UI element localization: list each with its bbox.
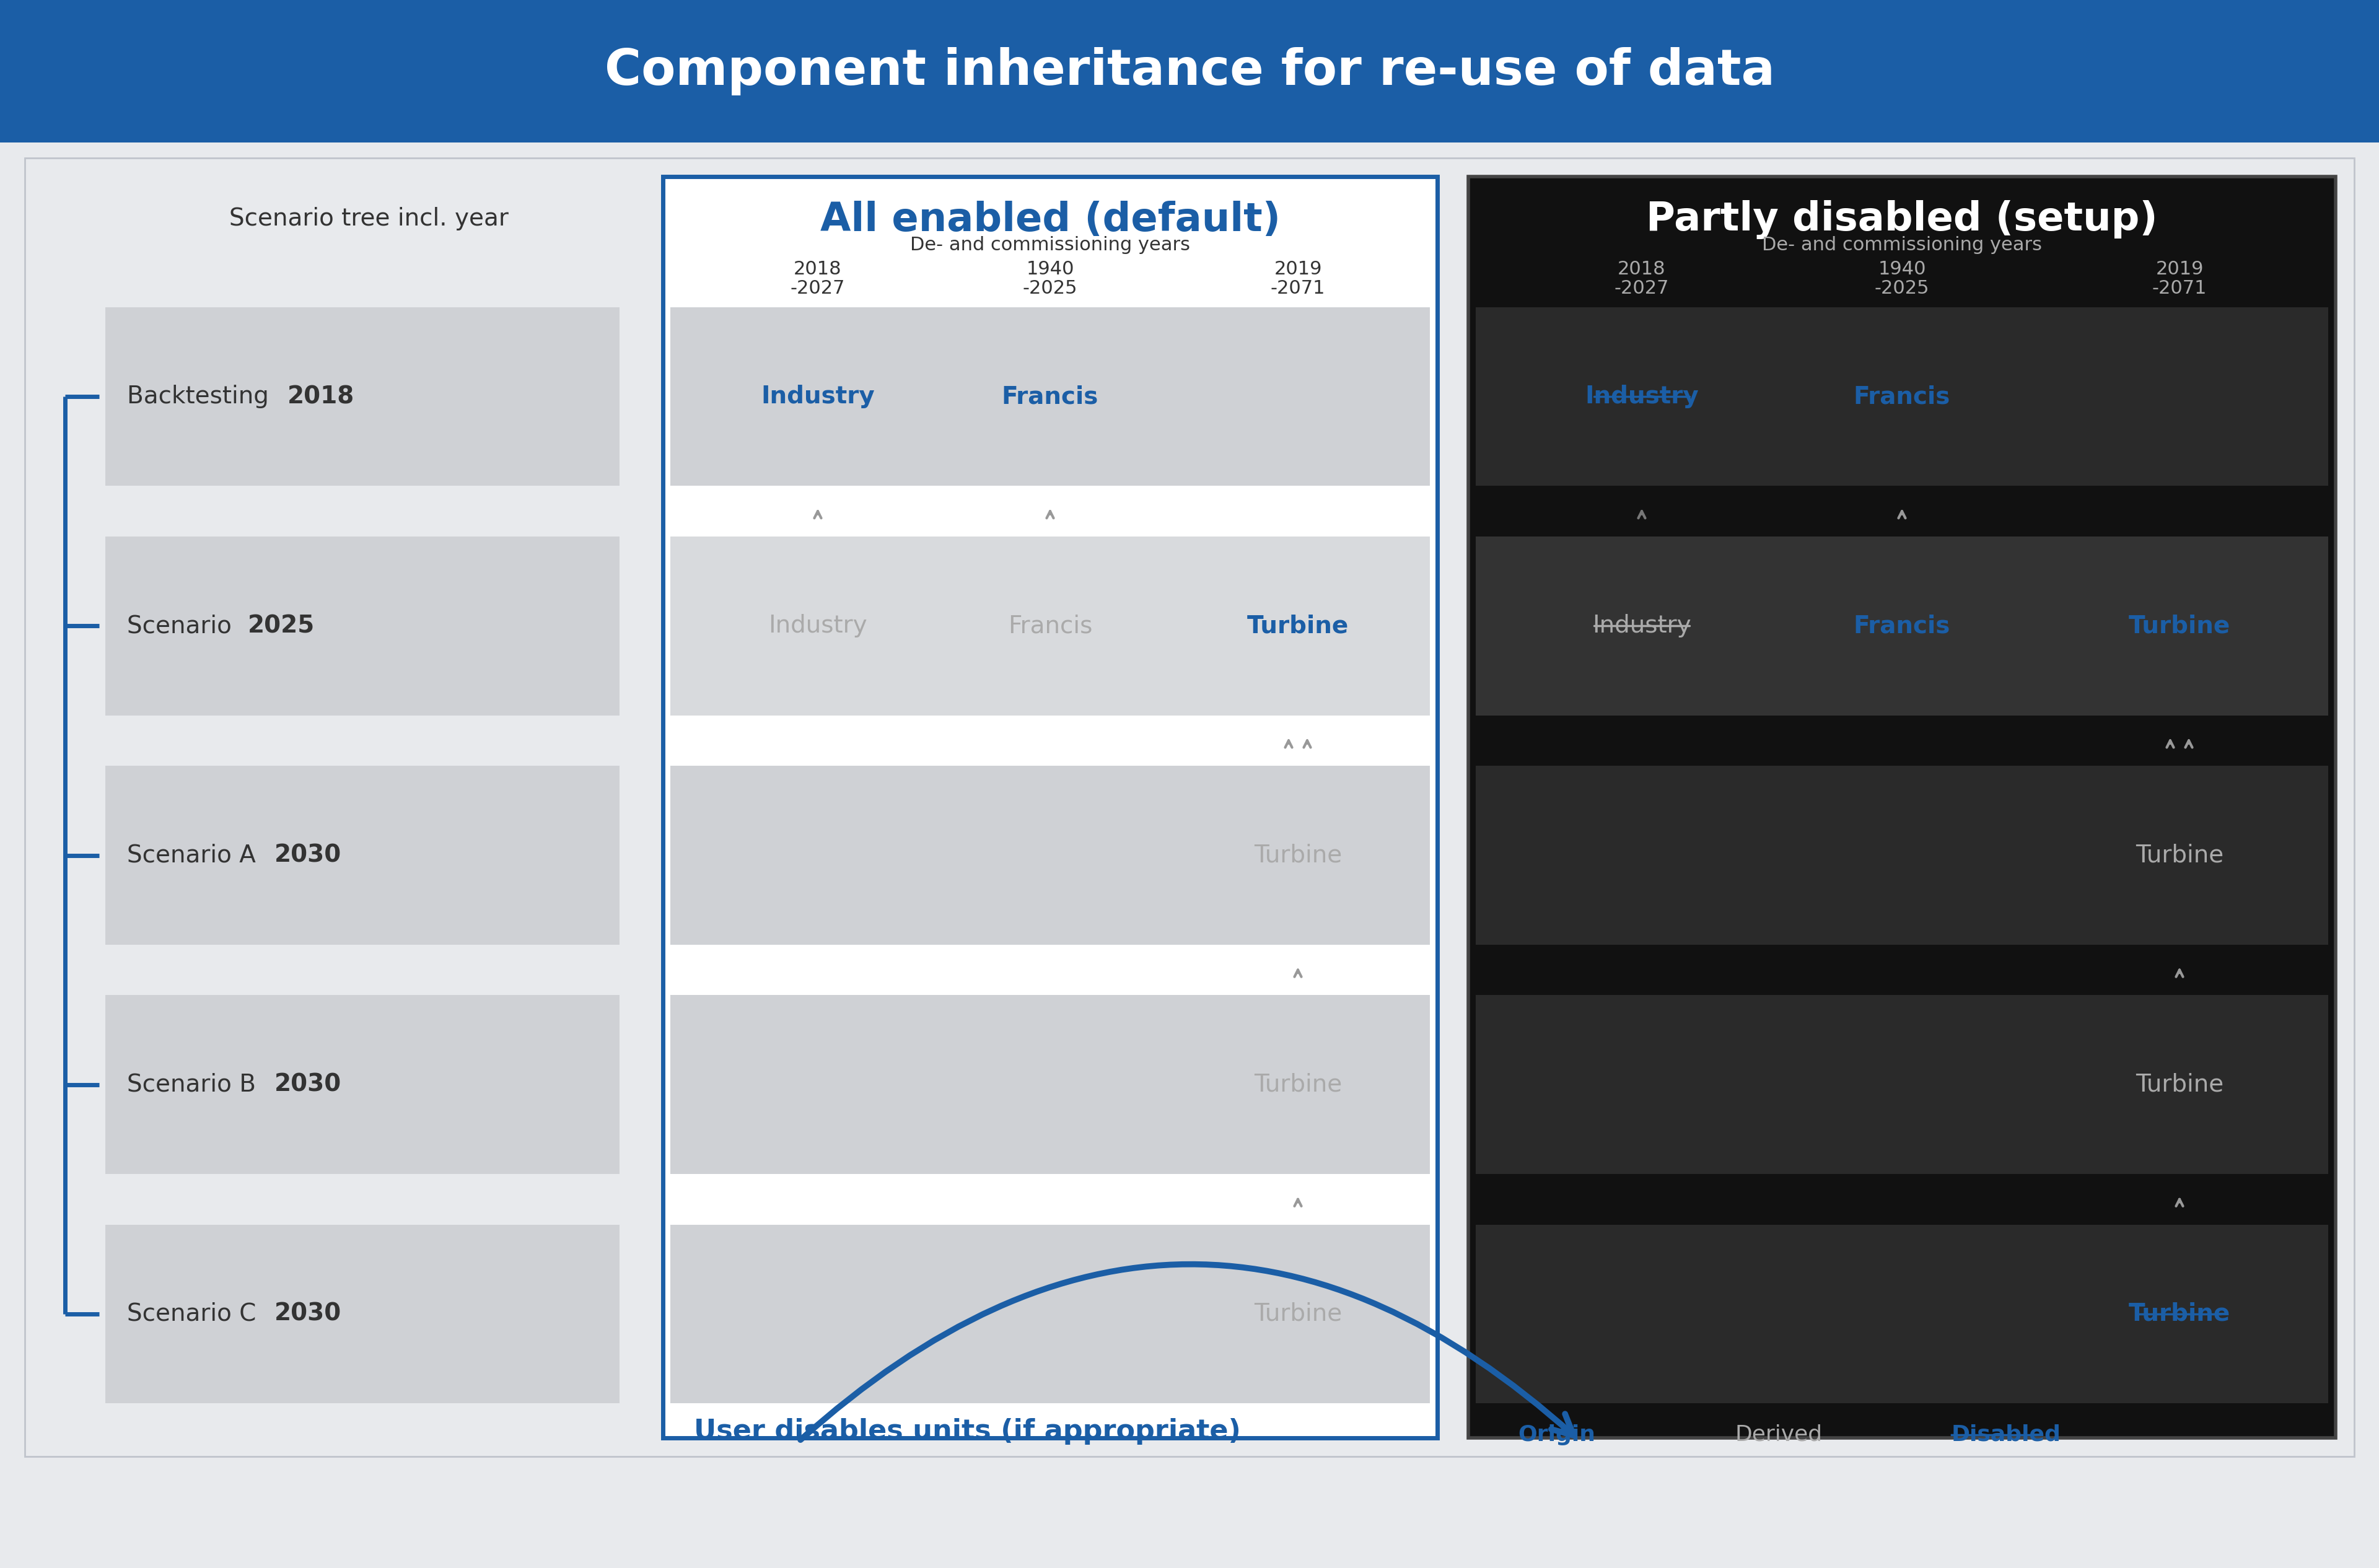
Bar xyxy=(671,307,1430,486)
Bar xyxy=(24,158,2355,1457)
Text: Industry: Industry xyxy=(761,384,875,408)
Text: 2019
-2071: 2019 -2071 xyxy=(1270,260,1325,298)
Text: Turbine: Turbine xyxy=(2129,1301,2232,1325)
Bar xyxy=(671,765,1430,944)
Text: Partly disabled (setup): Partly disabled (setup) xyxy=(1646,201,2158,240)
Text: 2030: 2030 xyxy=(274,1073,340,1096)
Text: Component inheritance for re-use of data: Component inheritance for re-use of data xyxy=(604,47,1775,96)
Text: 2030: 2030 xyxy=(274,844,340,867)
Bar xyxy=(664,177,1437,1438)
Bar xyxy=(1475,536,2329,715)
Bar xyxy=(1468,177,2336,1438)
Bar xyxy=(671,996,1430,1174)
Text: Turbine: Turbine xyxy=(2136,1073,2224,1096)
Text: De- and commissioning years: De- and commissioning years xyxy=(911,235,1190,254)
Text: 1940
-2025: 1940 -2025 xyxy=(1023,260,1078,298)
Text: Turbine: Turbine xyxy=(1254,1301,1342,1325)
Text: Derived: Derived xyxy=(1734,1424,1822,1446)
Bar xyxy=(105,996,619,1174)
Text: Industry: Industry xyxy=(1584,384,1699,408)
Text: Turbine: Turbine xyxy=(1254,844,1342,867)
Text: Turbine: Turbine xyxy=(2136,844,2224,867)
Text: Turbine: Turbine xyxy=(2129,615,2232,638)
Text: Scenario B: Scenario B xyxy=(126,1073,264,1096)
Text: Scenario C: Scenario C xyxy=(126,1301,264,1325)
Bar xyxy=(105,765,619,944)
Bar xyxy=(671,536,1430,715)
Text: Disabled: Disabled xyxy=(1951,1424,2060,1446)
Bar xyxy=(671,1225,1430,1403)
Text: 2030: 2030 xyxy=(274,1301,340,1325)
Text: Turbine: Turbine xyxy=(1247,615,1349,638)
Text: De- and commissioning years: De- and commissioning years xyxy=(1763,235,2041,254)
Bar xyxy=(1475,765,2329,944)
Bar xyxy=(1475,1225,2329,1403)
Text: Origin: Origin xyxy=(1518,1424,1596,1446)
Text: Francis: Francis xyxy=(1009,615,1092,638)
Text: Scenario: Scenario xyxy=(126,615,240,638)
Text: Industry: Industry xyxy=(1592,615,1691,638)
Bar xyxy=(105,536,619,715)
Text: 2025: 2025 xyxy=(247,615,314,638)
Text: 2019
-2071: 2019 -2071 xyxy=(2153,260,2208,298)
Bar xyxy=(0,0,2379,143)
Text: Scenario A: Scenario A xyxy=(126,844,264,867)
Text: 2018
-2027: 2018 -2027 xyxy=(1615,260,1670,298)
Text: Turbine: Turbine xyxy=(1254,1073,1342,1096)
Text: Francis: Francis xyxy=(1853,384,1951,408)
Text: User disables units (if appropriate): User disables units (if appropriate) xyxy=(695,1419,1242,1446)
Text: 1940
-2025: 1940 -2025 xyxy=(1875,260,1929,298)
Text: Francis: Francis xyxy=(1853,615,1951,638)
Text: Backtesting: Backtesting xyxy=(126,384,276,408)
Text: Francis: Francis xyxy=(1002,384,1099,408)
Text: 2018
-2027: 2018 -2027 xyxy=(790,260,845,298)
Text: Industry: Industry xyxy=(768,615,868,638)
Text: All enabled (default): All enabled (default) xyxy=(821,201,1280,240)
Bar xyxy=(1475,996,2329,1174)
Text: 2018: 2018 xyxy=(288,384,354,408)
Bar xyxy=(105,307,619,486)
Text: Scenario tree incl. year: Scenario tree incl. year xyxy=(228,207,509,230)
Bar xyxy=(105,1225,619,1403)
Bar xyxy=(1475,307,2329,486)
